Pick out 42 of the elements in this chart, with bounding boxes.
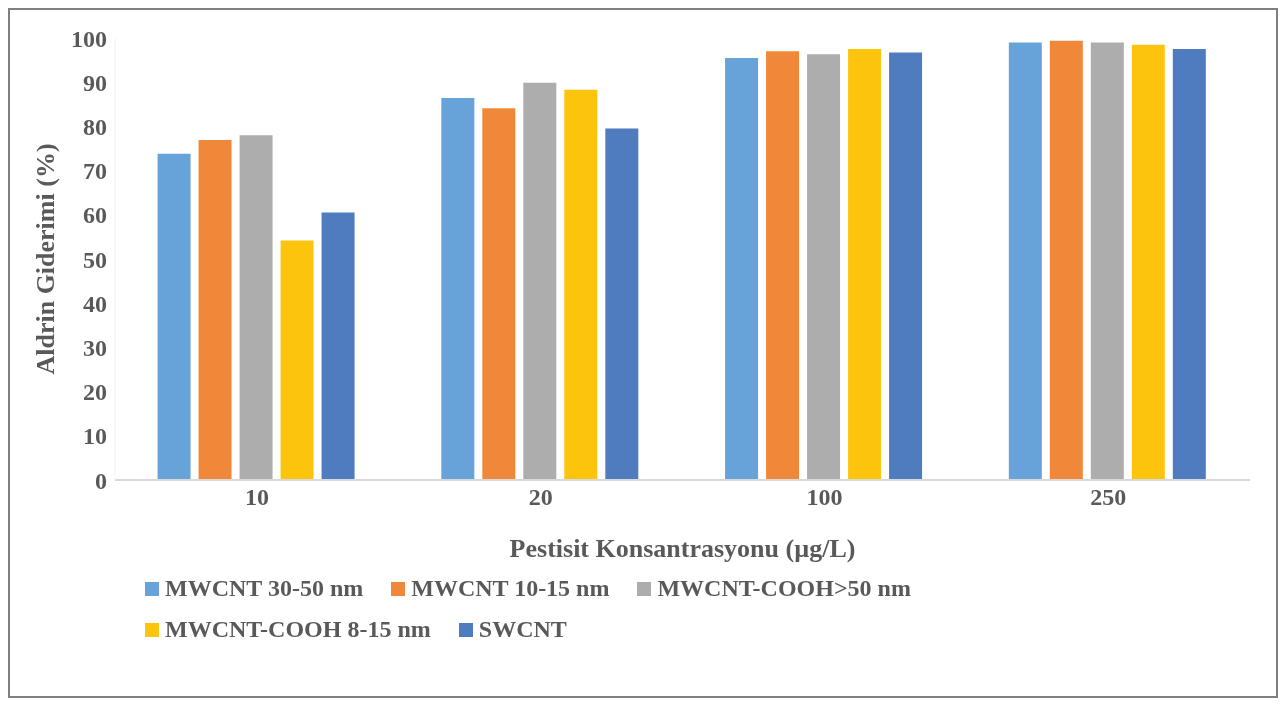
bar (198, 140, 232, 480)
bar (889, 52, 923, 480)
x-tick-label: 20 (528, 484, 553, 511)
legend-label: MWCNT-COOH>50 nm (657, 575, 911, 602)
bar (441, 98, 475, 480)
bar (482, 108, 516, 480)
x-axis-title: Pestisit Konsantrasyonu (µg/L) (509, 534, 856, 563)
bar (157, 153, 191, 480)
bar (1090, 42, 1124, 480)
bar (564, 89, 598, 480)
bar (848, 49, 882, 480)
bar (1008, 42, 1042, 480)
legend-label: MWCNT-COOH 8-15 nm (165, 616, 431, 643)
bar (239, 135, 273, 480)
bar (523, 82, 557, 480)
x-tick-label: 100 (806, 484, 843, 511)
legend-label: SWCNT (478, 616, 567, 643)
y-tick-label: 100 (71, 25, 107, 52)
bar (1172, 49, 1206, 480)
y-tick-label: 10 (83, 423, 107, 450)
y-tick-label: 90 (83, 69, 107, 96)
y-tick-label: 80 (83, 113, 107, 140)
bar (1049, 40, 1083, 480)
y-tick-label: 0 (95, 467, 107, 494)
y-tick-label: 20 (83, 379, 107, 406)
bar (807, 54, 841, 480)
bar (321, 212, 355, 480)
y-tick-label: 40 (83, 290, 107, 317)
y-tick-label: 30 (83, 334, 107, 361)
x-tick-label: 250 (1090, 484, 1127, 511)
y-tick-label: 60 (83, 202, 107, 229)
bar (280, 240, 314, 480)
bar (725, 57, 759, 480)
bar (766, 51, 800, 480)
legend-label: MWCNT 30-50 nm (165, 575, 364, 602)
bar (1131, 44, 1165, 480)
y-tick-label: 50 (83, 246, 107, 273)
y-axis-title: Aldrin Giderimi (%) (31, 143, 61, 375)
legend-label: MWCNT 10-15 nm (411, 575, 610, 602)
y-tick-label: 70 (83, 158, 107, 185)
x-tick-label: 10 (244, 484, 269, 511)
bar (605, 128, 639, 480)
